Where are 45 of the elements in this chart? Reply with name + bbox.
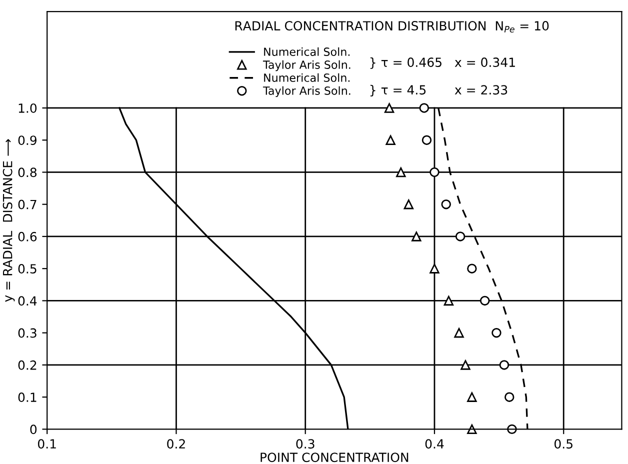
annotation: } τ = 0.465 x = 0.341 xyxy=(370,57,515,69)
y-tick-label: 0.4 xyxy=(18,296,37,306)
point xyxy=(467,392,477,402)
point xyxy=(444,296,454,306)
x-tick-label: 0.3 xyxy=(296,439,314,449)
x-tick-label: 0.2 xyxy=(167,439,185,449)
point xyxy=(504,392,514,402)
y-tick-label: 0.2 xyxy=(18,360,36,370)
y-tick-label: 0.9 xyxy=(18,136,36,146)
point xyxy=(422,135,432,145)
x-axis-title: POINT CONCENTRATION xyxy=(260,452,408,462)
x-tick-label: 0.1 xyxy=(38,439,56,449)
x-tick-label: 0.4 xyxy=(425,439,444,449)
point xyxy=(396,167,406,178)
point xyxy=(430,264,440,274)
y-axis-title: y = RADIAL DISTANCE ⟶ xyxy=(2,139,15,302)
text: RADIAL CONCENTRATION DISTRIBUTION N$_{Pe}$ = 10 xyxy=(235,21,549,32)
y-tick-label: 0.7 xyxy=(18,200,36,210)
point xyxy=(492,328,502,338)
point xyxy=(499,360,510,370)
legend-label: Numerical Soln. xyxy=(264,47,350,56)
legend-label: Numerical Soln. xyxy=(264,73,350,82)
y-tick-label: 0.5 xyxy=(18,264,36,274)
y-tick-label: 0 xyxy=(30,424,37,434)
point xyxy=(419,103,430,113)
point xyxy=(404,199,414,210)
y-tick-label: 0.6 xyxy=(18,232,37,242)
point xyxy=(454,328,464,338)
point xyxy=(467,264,477,274)
point xyxy=(384,103,394,113)
point xyxy=(455,232,466,242)
y-tick-label: 0.1 xyxy=(18,392,36,402)
annotation: } τ = 4.5 x = 2.33 xyxy=(370,84,508,96)
point xyxy=(430,167,440,178)
point xyxy=(460,360,470,370)
point xyxy=(412,232,422,242)
x-tick-label: 0.5 xyxy=(554,439,572,449)
point xyxy=(386,135,396,145)
legend-label: Taylor Aris Soln. xyxy=(262,60,350,72)
legend-label: Taylor Aris Soln. xyxy=(262,86,350,98)
point xyxy=(441,199,451,210)
y-tick-label: 1.0 xyxy=(18,103,37,113)
y-tick-label: 0.8 xyxy=(18,168,37,178)
point xyxy=(480,296,490,306)
y-tick-label: 0.3 xyxy=(18,328,36,338)
